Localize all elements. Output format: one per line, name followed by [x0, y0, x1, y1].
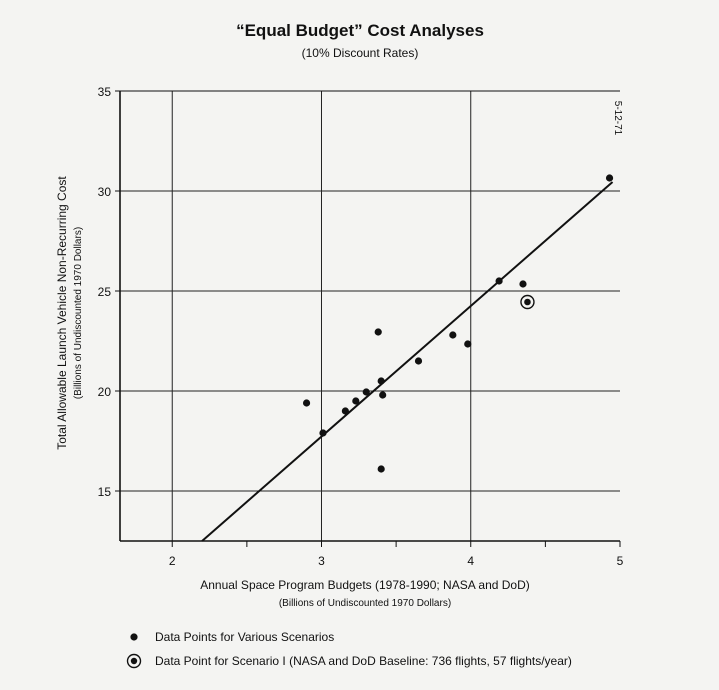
baseline-point-ring: [520, 294, 535, 310]
legend-circled-marker-dot: [130, 657, 138, 665]
baseline-point-dot: [524, 298, 531, 306]
y-tick-label: 35: [98, 85, 112, 99]
scenario-data-point: [414, 357, 423, 365]
legend-label-baseline: Data Point for Scenario I (NASA and DoD …: [155, 654, 572, 668]
x-axis-label: Annual Space Program Budgets (1978-1990;…: [200, 578, 530, 592]
scenario-data-point: [379, 391, 387, 399]
scenario-data-point: [519, 280, 527, 288]
y-axis-label: Total Allowable Launch Vehicle Non-Recur…: [55, 176, 69, 450]
x-tick-label: 5: [617, 554, 624, 568]
chart-title: “Equal Budget” Cost Analyses: [236, 21, 484, 40]
trend-line: [201, 181, 614, 542]
axes: [119, 90, 620, 542]
x-tick-label: 2: [169, 554, 176, 568]
chart-subtitle: (10% Discount Rates): [302, 46, 419, 60]
scenario-data-point: [352, 397, 360, 405]
legend-circled-marker-ring: [126, 653, 142, 669]
scenario-data-point: [302, 399, 311, 407]
legend-dot-marker: [130, 633, 138, 641]
x-tick-label: 3: [318, 554, 325, 568]
scenario-data-point: [449, 331, 457, 339]
legend: Data Points for Various Scenarios Data P…: [126, 630, 572, 669]
scenario-data-point: [377, 465, 385, 473]
scenario-data-point: [374, 328, 382, 336]
scenario-data-point: [362, 388, 370, 396]
baseline-data-point: [520, 294, 535, 310]
date-stamp: 5-12-71: [612, 101, 623, 136]
y-axis-ticks: 15 20 25 30 35: [98, 85, 120, 499]
y-tick-label: 20: [98, 385, 112, 399]
x-axis-sublabel: (Billions of Undiscounted 1970 Dollars): [279, 598, 451, 609]
trend-line-group: [201, 181, 614, 542]
scenario-data-point: [377, 377, 385, 385]
scenario-data-point: [495, 277, 503, 285]
y-tick-label: 15: [98, 485, 112, 499]
scenario-data-point: [319, 429, 327, 437]
x-tick-label: 4: [467, 554, 474, 568]
y-axis-sublabel: (Billions of Undiscounted 1970 Dollars): [73, 227, 84, 399]
y-tick-label: 30: [98, 185, 112, 199]
scenario-data-point: [464, 340, 472, 348]
legend-label-scenarios: Data Points for Various Scenarios: [155, 630, 334, 644]
grid-lines: [120, 91, 620, 541]
scenario-data-point: [605, 174, 614, 182]
y-tick-label: 25: [98, 285, 112, 299]
scenario-data-point: [341, 407, 349, 415]
x-axis-ticks: 2 3 4 5: [169, 541, 624, 568]
data-points: [302, 174, 614, 473]
